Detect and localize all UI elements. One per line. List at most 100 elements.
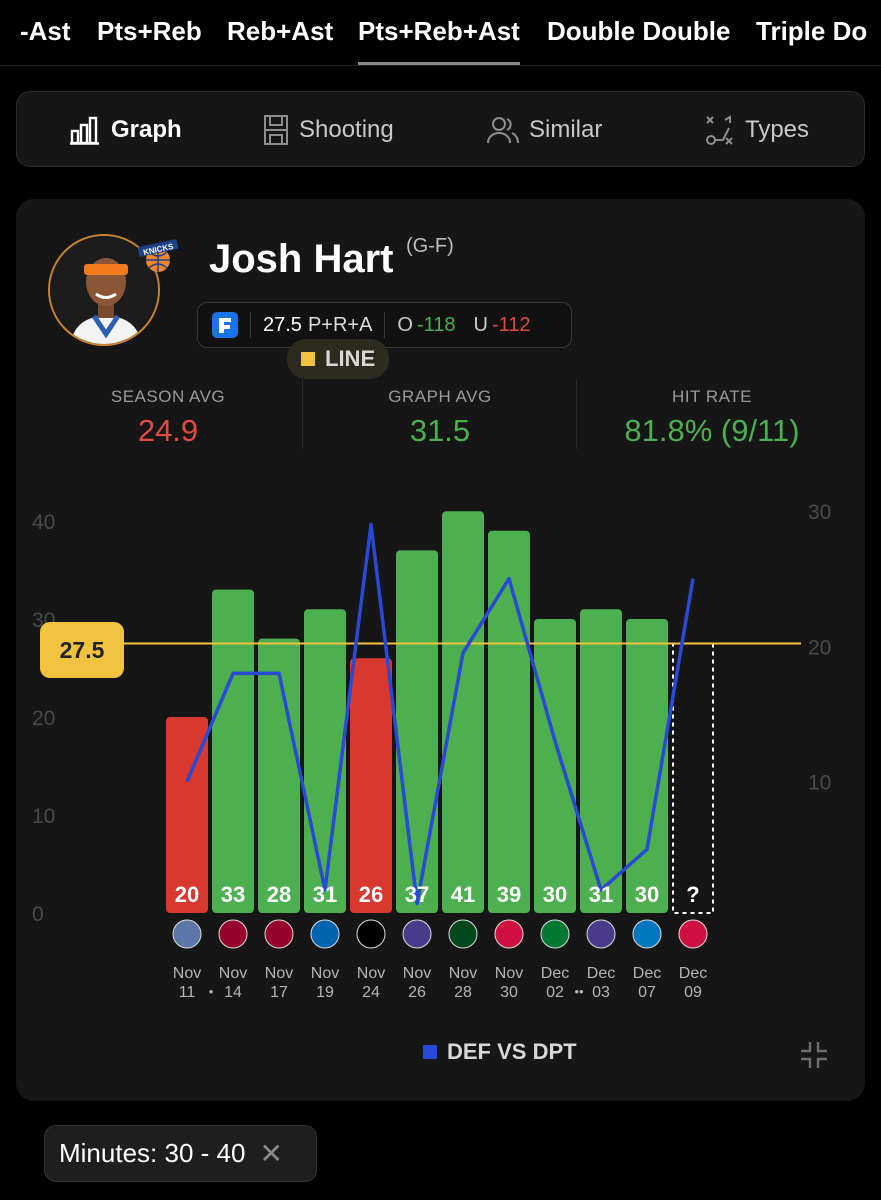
date-month-label: Nov: [357, 965, 385, 982]
segment-graph-label: Graph: [111, 116, 182, 143]
tab-triple-double[interactable]: Triple Do: [756, 16, 868, 46]
date-month-label: Nov: [495, 965, 523, 982]
hit-rate-label: HIT RATE: [672, 387, 752, 406]
hit-rate: HIT RATE 81.8% (9/11): [582, 387, 842, 449]
bar: [258, 638, 300, 913]
sportsbook-icon: [212, 312, 238, 338]
date-day-label: 02: [546, 984, 564, 1001]
tab-ast[interactable]: -Ast: [20, 16, 71, 46]
divider: [384, 312, 386, 338]
divider: [250, 312, 251, 338]
bar: [580, 609, 622, 913]
bucks-logo: [448, 919, 478, 949]
under-odds[interactable]: -112: [491, 313, 531, 336]
over-odds[interactable]: -118: [416, 313, 456, 336]
player-card: KNICKS Josh Hart (G-F) 27.5 P+R+A O -118…: [16, 199, 865, 1101]
date-day-label: 26: [408, 984, 426, 1001]
date-day-label: 09: [684, 984, 702, 1001]
legend-def-label: DEF VS DPT: [447, 1039, 577, 1064]
segment-graph[interactable]: Graph: [69, 114, 182, 146]
date-month-label: Nov: [173, 965, 201, 982]
date-month-label: Dec: [633, 965, 661, 982]
y-tick-left: 10: [32, 805, 55, 828]
date-day-label: 24: [362, 984, 380, 1001]
over-label: O: [397, 313, 413, 336]
bar-value-label: 31: [313, 882, 337, 907]
bar-value-label: 30: [543, 882, 567, 907]
knicks-logo: KNICKS: [137, 239, 179, 272]
under-label: U: [473, 313, 488, 336]
date-day-label: 14: [224, 984, 242, 1001]
segment-types[interactable]: Types: [705, 114, 809, 146]
player-name: Josh Hart: [209, 237, 394, 281]
tab-pts-reb[interactable]: Pts+Reb: [97, 16, 202, 46]
bar: [488, 530, 530, 913]
date-day-label: 28: [454, 984, 472, 1001]
date-day-label: 07: [638, 984, 656, 1001]
bar-upcoming: [672, 642, 714, 914]
y-tick-left: 40: [32, 511, 55, 534]
celtics-logo: [540, 919, 570, 949]
bar-value-label: ?: [686, 882, 699, 907]
legend-line-label: LINE: [325, 346, 376, 371]
date-day-label: 17: [270, 984, 288, 1001]
y-tick-right: 10: [808, 772, 831, 795]
segment-similar-label: Similar: [529, 116, 603, 143]
bar-value-label: 20: [175, 882, 199, 907]
users-icon: [487, 117, 519, 144]
close-icon[interactable]: ✕: [259, 1138, 283, 1169]
minutes-filter-label: Minutes: 30 - 40: [59, 1138, 246, 1168]
bar-chart-icon: [70, 116, 99, 145]
tab-reb-ast[interactable]: Reb+Ast: [227, 16, 334, 46]
segment-similar[interactable]: Similar: [487, 114, 602, 146]
bar-value-label: 26: [359, 882, 383, 907]
bar: [166, 717, 208, 913]
legend-def-vs-dpt[interactable]: DEF VS DPT: [423, 1039, 577, 1065]
legend-line[interactable]: LINE: [287, 339, 390, 379]
date-day-label: 19: [316, 984, 334, 1001]
play-diagram-icon: [706, 115, 733, 145]
heat-logo: [264, 919, 294, 949]
graph-avg: GRAPH AVG 31.5: [310, 387, 570, 449]
legend-line-swatch: [301, 352, 315, 366]
date-month-label: Nov: [219, 965, 247, 982]
prop-line-pill[interactable]: 27.5 P+R+A O -118 U -112: [197, 302, 572, 348]
bar: [626, 619, 668, 913]
segment-types-label: Types: [745, 116, 810, 143]
raptors-logo: [494, 919, 524, 949]
date-day-label: 11: [179, 984, 196, 1001]
segment-shooting[interactable]: Shooting: [263, 114, 394, 146]
tab-double-double[interactable]: Double Double: [547, 16, 731, 46]
date-month-label: Dec: [541, 965, 569, 982]
def-vs-dpt-line: [185, 522, 695, 906]
y-tick-left: 20: [32, 707, 55, 730]
segment-shooting-label: Shooting: [299, 116, 394, 143]
season-avg-value: 24.9: [137, 413, 199, 448]
prop-tabs: -Ast Pts+Reb Reb+Ast Pts+Reb+Ast Double …: [0, 0, 881, 66]
graph-avg-value: 31.5: [409, 413, 471, 448]
collapse-icon[interactable]: [799, 1040, 829, 1070]
date-marker-dot: ••: [574, 984, 584, 999]
minutes-filter-chip[interactable]: Minutes: 30 - 40 ✕: [44, 1125, 317, 1182]
hornets-logo: [586, 919, 616, 949]
player-position: (G-F): [406, 235, 454, 257]
bar-value-label: 39: [497, 882, 521, 907]
date-month-label: Nov: [265, 965, 293, 982]
bar: [396, 550, 438, 913]
y-tick-left: 0: [32, 903, 44, 926]
date-day-label: 30: [500, 984, 518, 1001]
raptors-logo: [678, 919, 708, 949]
line-badge: 27.5: [40, 622, 124, 678]
divider: [576, 379, 577, 449]
date-month-label: Nov: [311, 965, 339, 982]
stats-row: SEASON AVG 24.9 GRAPH AVG 31.5 HIT RATE …: [16, 379, 865, 459]
tab-pts-reb-ast[interactable]: Pts+Reb+Ast: [358, 16, 520, 65]
date-month-label: Nov: [403, 965, 431, 982]
bar-value-label: 28: [267, 882, 291, 907]
prop-line-value: 27.5: [263, 313, 302, 336]
graph-avg-label: GRAPH AVG: [388, 387, 492, 406]
mavericks-logo: [310, 919, 340, 949]
date-month-label: Dec: [679, 965, 707, 982]
y-tick-right: 30: [808, 501, 831, 524]
season-avg-label: SEASON AVG: [110, 387, 226, 406]
